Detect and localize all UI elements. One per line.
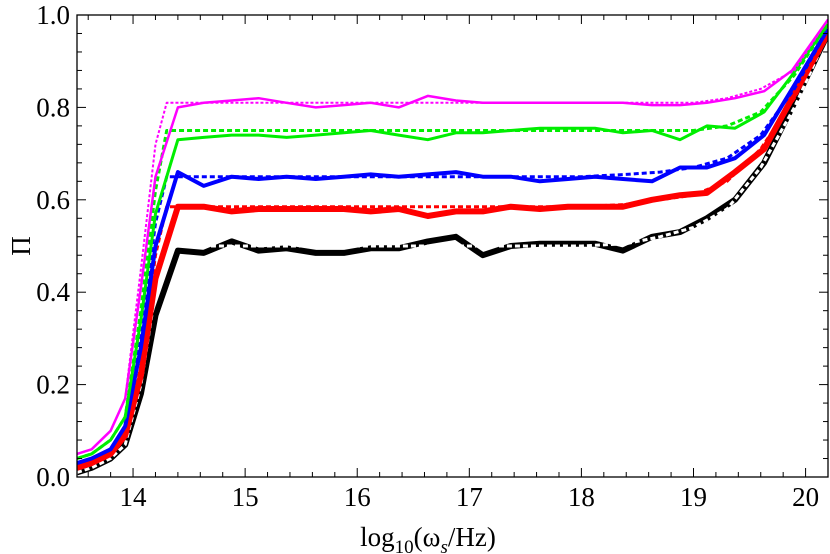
x-tick-label: 18	[568, 482, 595, 512]
x-axis-title-close: /Hz)	[448, 522, 496, 552]
x-tick-label: 19	[680, 482, 707, 512]
ticks-layer	[77, 14, 829, 478]
series-line-2-solid	[77, 32, 828, 471]
x-tick-label: 15	[232, 482, 259, 512]
series-line-5-dotted	[77, 28, 828, 465]
plot-frame	[76, 14, 829, 478]
series-line-6-solid	[77, 23, 828, 460]
y-tick-label: 0.0	[36, 462, 70, 492]
x-axis-title: log10(ωs/Hz)	[360, 522, 496, 554]
series-line-8-solid	[77, 18, 828, 456]
y-tick-label: 0.4	[36, 277, 70, 307]
x-tick-label: 17	[456, 482, 483, 512]
ticklabels-layer: 14 15 16 17 18 19 20 0.0 0.2 0.4 0.6 0.8 1.0	[36, 0, 819, 512]
x-tick-label: 16	[344, 482, 371, 512]
y-tick-label: 0.8	[36, 92, 70, 122]
y-axis-title: Π	[6, 236, 36, 256]
y-tick-label: 1.0	[36, 0, 70, 30]
x-tick-label: 20	[792, 482, 819, 512]
series-line-7-dotted	[77, 23, 828, 460]
x-tick-label: 14	[120, 482, 148, 512]
x-axis-title-base: log	[360, 522, 395, 552]
x-axis-title-sub2: s	[440, 537, 447, 554]
x-axis-title-sub1: 10	[395, 537, 414, 554]
x-axis-title-open: (ω	[414, 522, 441, 552]
series-line-9-dotted	[77, 19, 828, 455]
y-tick-label: 0.6	[36, 185, 70, 215]
y-tick-label: 0.2	[36, 370, 70, 400]
series-layer	[77, 18, 828, 476]
